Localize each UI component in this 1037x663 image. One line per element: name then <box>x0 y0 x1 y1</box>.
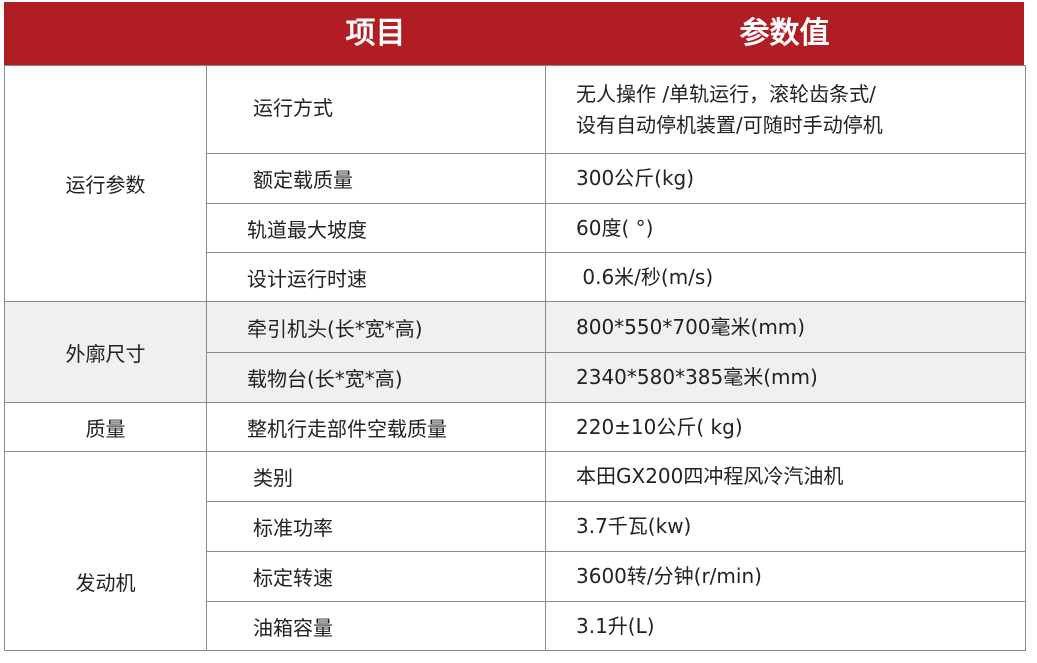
table-row: 额定载质量 300公斤(kg) <box>5 153 1026 204</box>
table-row: 载物台(长*宽*高) 2340*580*385毫米(mm) <box>5 352 1026 403</box>
value-cell: 300公斤(kg) <box>545 153 1026 204</box>
item-cell: 油箱容量 <box>206 601 546 651</box>
table-row: 油箱容量 3.1升(L) <box>5 601 1026 651</box>
value-cell: 2340*580*385毫米(mm) <box>545 352 1026 403</box>
value-line: 设有自动停机装置/可随时手动停机 <box>576 112 883 137</box>
item-cell: 载物台(长*宽*高) <box>206 352 546 403</box>
item-cell: 设计运行时速 <box>206 252 546 302</box>
header-value: 参数值 <box>739 16 830 51</box>
item-cell: 轨道最大坡度 <box>206 203 546 253</box>
value-cell: 220±10公斤( kg) <box>545 402 1026 452</box>
table-row: 质量 整机行走部件空载质量 220±10公斤( kg) <box>4 402 1026 452</box>
item-cell: 类别 <box>206 451 546 502</box>
table-row: 外廓尺寸 牵引机头(长*宽*高) 800*550*700毫米(mm) <box>4 301 1026 403</box>
group-label: 运行参数 <box>4 65 207 302</box>
value-cell: 无人操作 /单轨运行，滚轮齿条式/ 设有自动停机装置/可随时手动停机 <box>545 65 1026 154</box>
value-cell: 3600转/分钟(r/min) <box>545 551 1026 602</box>
value-cell: 3.1升(L) <box>545 601 1026 651</box>
item-cell: 运行方式 <box>206 65 546 154</box>
value-cell: 本田GX200四冲程风冷汽油机 <box>545 451 1026 502</box>
spec-table: 运行参数 运行方式 无人操作 /单轨运行，滚轮齿条式/ 设有自动停机装置/可随时… <box>4 65 1026 651</box>
group-label: 质量 <box>4 402 207 452</box>
group-label: 发动机 <box>4 451 207 651</box>
value-cell: 800*550*700毫米(mm) <box>545 301 1026 353</box>
item-cell: 整机行走部件空载质量 <box>206 402 546 452</box>
header-item: 项目 <box>345 16 406 51</box>
table-row: 发动机 类别 本田GX200四冲程风冷汽油机 <box>4 451 1026 651</box>
value-cell: 3.7千瓦(kw) <box>545 501 1026 552</box>
value-line: 无人操作 /单轨运行，滚轮齿条式/ <box>576 81 876 106</box>
item-cell: 标定转速 <box>206 551 546 602</box>
table-header: 项目 参数值 <box>4 2 1024 65</box>
value-cell: 60度( °) <box>545 203 1026 253</box>
table-row: 标准功率 3.7千瓦(kw) <box>5 501 1026 552</box>
table-row: 运行参数 运行方式 无人操作 /单轨运行，滚轮齿条式/ 设有自动停机装置/可随时… <box>4 65 1026 302</box>
item-cell: 牵引机头(长*宽*高) <box>206 301 546 353</box>
item-cell: 额定载质量 <box>206 153 546 204</box>
group-label: 外廓尺寸 <box>4 301 207 403</box>
item-cell: 标准功率 <box>206 501 546 552</box>
value-cell: 0.6米/秒(m/s) <box>545 252 1026 302</box>
